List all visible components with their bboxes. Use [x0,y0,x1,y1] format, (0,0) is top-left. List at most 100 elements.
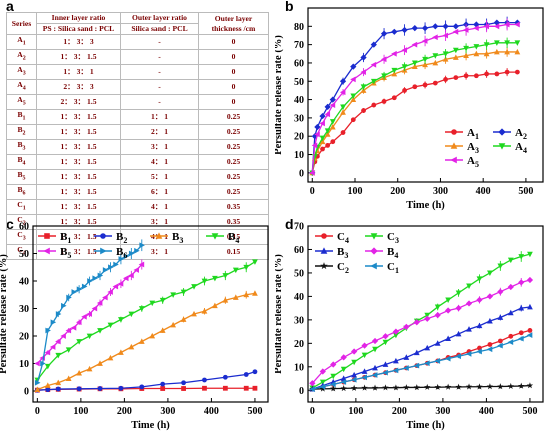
legend-label-index: 1 [475,132,479,141]
data-point [453,75,459,80]
cell-thickness: 0 [198,33,269,51]
data-point [476,348,482,355]
data-point [55,386,61,392]
data-point [444,383,452,390]
series-c3 [309,251,533,392]
cell-outer-ratio: - [120,94,199,111]
data-point [81,283,88,290]
legend-label: C2 [337,261,349,275]
series-letter: A [17,35,23,44]
series-letter: A [17,65,23,75]
data-point [360,54,367,61]
data-point [455,383,462,390]
legend-marker [44,233,50,239]
data-point [92,275,98,282]
data-point [493,23,500,30]
data-point [97,360,103,366]
data-point [350,76,356,83]
legend-label-index: 4 [345,236,349,245]
data-point [212,275,218,282]
data-point [123,275,129,282]
data-point [508,333,514,339]
subheader-outer: Silica sand : PCL [120,23,199,35]
legend-label: A3 [467,141,479,155]
data-point [319,120,325,127]
data-point [463,52,469,59]
data-point [443,77,448,82]
y-axis-label: Persulfate release rate (%) [275,254,284,374]
data-point [432,59,439,66]
data-point [401,64,408,70]
series-index: 3 [22,70,26,77]
header-series: Series [6,12,37,35]
y-tick-label: 10 [294,362,304,373]
legend-label-index: 2 [345,266,349,275]
legend-item: A3 [445,141,479,155]
data-point [350,96,357,102]
data-point [473,44,480,50]
y-tick-label: 40 [19,277,29,288]
y-tick-label: 10 [294,150,304,161]
series-line [37,292,256,391]
legend-label: B2 [116,231,127,245]
header-outer-thickness: Outer layer thickness /cm [198,12,269,35]
data-point [382,361,389,367]
data-point [222,374,228,380]
legend-item: A4 [493,141,527,155]
data-point [128,343,135,350]
data-point [424,312,431,319]
cell-inner-ratio: 1： 3： 1.5 [36,244,121,261]
series-line [36,261,256,381]
y-tick-label: 60 [19,222,29,233]
legend-marker [370,233,378,240]
y-axis-label: Persulfate release rate (%) [275,35,284,155]
data-point [463,45,469,52]
data-point [382,333,389,340]
series-a1 [309,68,520,176]
series-line [312,334,531,390]
data-point [487,270,493,277]
y-tick-label: 80 [294,22,304,33]
cell-inner-ratio: 2： 3： 3 [36,79,121,96]
data-point [44,382,51,388]
legend-label-index: 5 [67,251,71,260]
data-point [170,292,177,298]
data-point [493,40,500,46]
data-point [138,338,145,344]
data-point [391,67,398,74]
data-point [413,362,420,369]
data-point [452,54,459,60]
data-point [413,319,420,326]
y-tick-label: 0 [24,387,29,398]
data-point [445,297,452,304]
plot-frame [32,225,269,403]
data-point [392,328,400,335]
cell-outer-ratio: 5： 1 [120,169,199,186]
data-point [371,372,378,378]
data-point [123,253,130,260]
data-point [65,375,72,382]
data-point [76,339,83,345]
data-point [452,23,459,30]
data-point [494,71,500,77]
data-point [55,338,61,345]
data-point [421,25,429,32]
data-point [393,357,399,364]
series-b4 [34,259,258,384]
data-point [351,359,358,366]
data-point [181,380,186,386]
cell-thickness: 0 [198,94,269,111]
data-point [493,19,500,26]
data-point [497,338,503,344]
data-point [381,73,387,79]
data-point [180,316,187,322]
series-letter: C [17,215,23,225]
data-point [160,381,166,387]
data-point [526,332,533,338]
table-header-row: Series Inner layer ratio Outer layer rat… [6,12,269,35]
legend-item: A5 [445,155,479,169]
data-point [128,272,134,279]
data-point [504,69,510,75]
legend-label-index: 5 [475,160,479,169]
